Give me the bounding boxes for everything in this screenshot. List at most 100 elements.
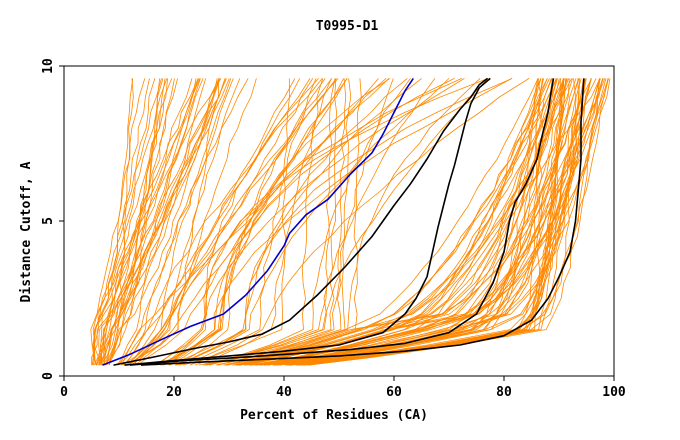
model-line <box>223 78 539 366</box>
y-tick-label: 10 <box>41 58 56 74</box>
model-line <box>160 78 455 366</box>
model-line <box>287 78 580 366</box>
model-line <box>169 78 408 366</box>
model-line <box>224 78 362 366</box>
model-line <box>208 78 347 366</box>
model-line <box>128 78 296 366</box>
model-line <box>302 78 579 366</box>
model-line <box>205 78 489 366</box>
model-line <box>295 78 592 366</box>
chart-title: T0995-D1 <box>316 19 379 34</box>
model-line <box>243 78 587 366</box>
model-line <box>92 78 199 366</box>
x-tick-label: 20 <box>166 385 182 400</box>
highlighted-series-lines <box>102 77 585 366</box>
model-line <box>123 78 249 366</box>
x-tick-label: 100 <box>602 385 626 400</box>
model-line <box>218 78 394 366</box>
x-tick-label: 60 <box>386 385 402 400</box>
model-line <box>99 78 222 366</box>
model-line <box>126 78 311 366</box>
series-line-4 <box>129 78 555 366</box>
model-line <box>109 78 166 366</box>
model-line <box>260 78 592 366</box>
model-line <box>116 78 230 366</box>
model-line <box>198 78 336 366</box>
model-line <box>162 78 489 366</box>
model-line <box>123 78 323 366</box>
model-line <box>233 78 565 366</box>
model-line <box>103 78 134 366</box>
model-line <box>102 78 164 366</box>
y-tick-label: 0 <box>41 372 56 380</box>
model-line <box>179 78 317 366</box>
model-line <box>90 78 220 366</box>
x-axis-ticks: 0 20 40 60 80 100 <box>60 376 626 400</box>
x-tick-label: 0 <box>60 385 68 400</box>
model-line <box>289 78 582 366</box>
model-line <box>92 78 146 366</box>
model-line <box>232 78 565 366</box>
model-line <box>251 78 579 366</box>
model-line <box>175 78 333 366</box>
model-line <box>308 78 601 366</box>
series-line-5 <box>140 78 585 366</box>
model-line <box>137 78 348 366</box>
model-line <box>235 78 560 366</box>
model-line <box>308 78 565 366</box>
model-line <box>125 78 390 366</box>
model-line <box>215 78 352 366</box>
model-line <box>266 78 554 366</box>
model-line <box>224 78 558 366</box>
model-line <box>91 78 162 366</box>
model-line <box>226 78 548 366</box>
model-line <box>91 78 227 366</box>
x-tick-label: 40 <box>276 385 292 400</box>
background-model-lines <box>90 78 611 366</box>
model-line <box>168 78 348 366</box>
model-line <box>174 78 513 366</box>
x-tick-label: 80 <box>496 385 512 400</box>
model-line <box>256 78 564 366</box>
model-line <box>99 78 200 366</box>
model-line <box>238 78 604 366</box>
model-line <box>286 78 587 366</box>
y-tick-label: 5 <box>41 217 56 225</box>
y-axis-label: Distance Cutoff, A <box>19 161 34 302</box>
model-line <box>100 78 150 366</box>
model-line <box>268 78 566 366</box>
model-line <box>108 78 207 366</box>
model-line <box>194 78 332 366</box>
model-line <box>125 78 257 366</box>
model-line <box>261 78 609 366</box>
model-line <box>297 78 586 366</box>
model-line <box>237 78 564 366</box>
model-line <box>134 78 232 366</box>
series-line-3 <box>124 77 491 366</box>
x-axis-label: Percent of Residues (CA) <box>240 408 428 423</box>
model-line <box>154 78 344 366</box>
model-line <box>205 78 436 366</box>
model-line <box>176 78 450 366</box>
model-line <box>117 78 387 366</box>
model-line <box>104 78 218 366</box>
model-line <box>260 78 542 366</box>
model-line <box>106 78 161 366</box>
model-line <box>202 78 338 366</box>
model-line <box>178 78 422 366</box>
model-line <box>162 78 326 366</box>
model-line <box>208 78 324 366</box>
model-line <box>95 78 156 366</box>
model-line <box>99 78 204 366</box>
model-line <box>267 78 609 366</box>
model-line <box>154 78 319 366</box>
model-line <box>189 78 530 366</box>
model-line <box>160 78 462 366</box>
model-line <box>254 78 604 366</box>
series-line-1 <box>102 77 414 366</box>
model-line <box>205 78 411 366</box>
model-line <box>182 78 290 366</box>
model-line <box>120 78 339 366</box>
model-line <box>279 78 592 366</box>
